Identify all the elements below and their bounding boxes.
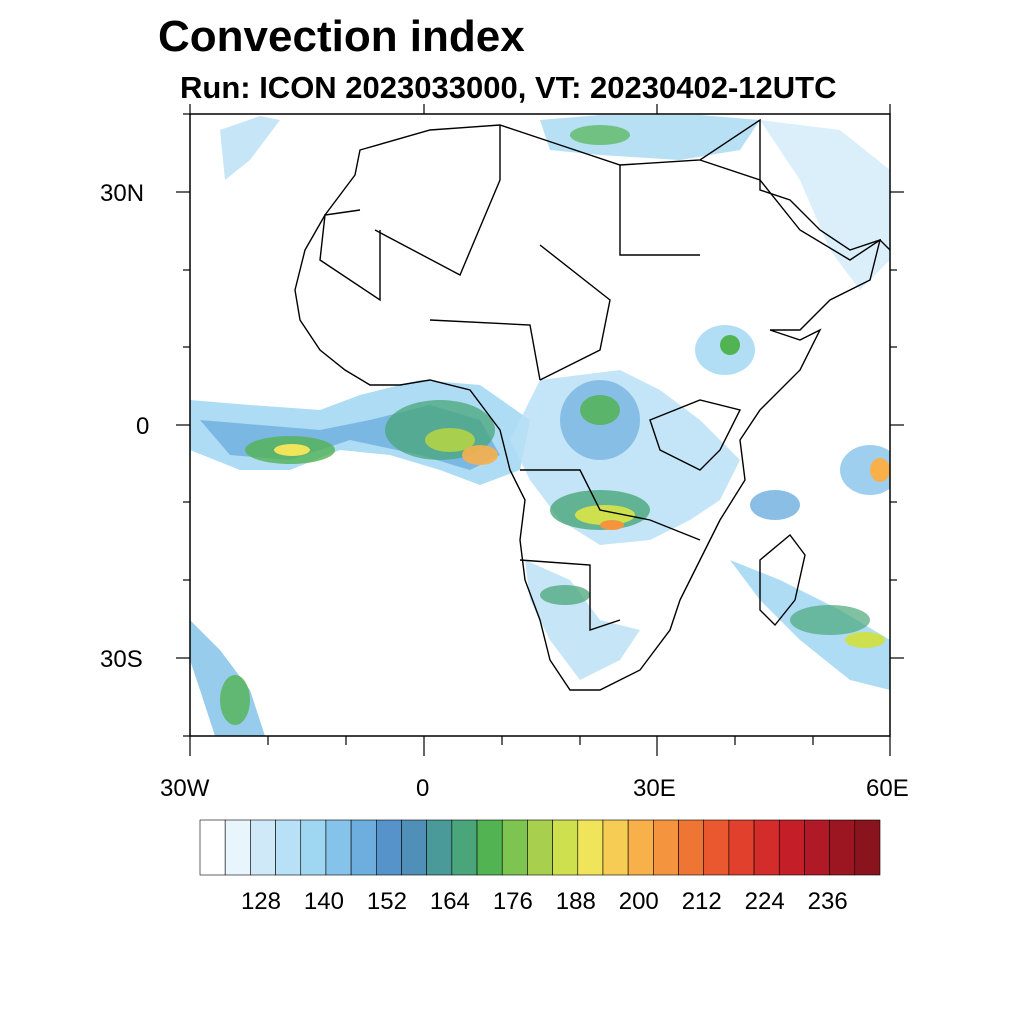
colorbar [199,819,881,876]
colorbar-swatch [224,819,251,876]
colorbar-swatch [250,819,276,876]
lon-label-30w: 30W [160,775,210,802]
colorbar-swatch [527,819,553,876]
colorbar-swatch [829,819,856,876]
colorbar-tick-label: 200 [618,888,659,915]
colorbar-swatch [375,819,402,876]
lon-label-30e: 30E [633,775,676,802]
colorbar-swatch [577,819,604,876]
colorbar-swatch [728,819,755,876]
colorbar-swatch [275,819,302,876]
colorbar-swatch [552,819,579,876]
colorbar-swatch [501,819,528,876]
madagascar-coastline [759,533,806,627]
colorbar-swatch [778,819,805,876]
lat-label-30n: 30N [100,180,145,207]
border [649,399,742,471]
colorbar-tick-label: 152 [366,888,407,915]
border [539,244,611,381]
border [429,319,541,381]
colorbar-swatch [426,819,453,876]
colorbar-tick-label: 128 [240,888,281,915]
colorbar-swatch [401,819,427,876]
colorbar-swatch [476,819,503,876]
colorbar-tick-label: 212 [681,888,722,915]
africa-coastline [294,118,881,691]
border [374,125,501,276]
colorbar-tick-label: 176 [492,888,533,915]
colorbar-swatch [350,819,377,876]
colorbar-tick-label: 140 [303,888,344,915]
colorbar-swatch [627,819,654,876]
coastlines [294,118,890,691]
colorbar-tick-label: 164 [429,888,470,915]
colorbar-swatch [602,819,629,876]
chart-title: Convection index [158,12,525,61]
colorbar-swatch [703,819,730,876]
lon-label-60e: 60E [866,775,909,802]
colorbar-swatch [678,819,705,876]
colorbar-tick-label: 188 [555,888,596,915]
colorbar-swatch [854,819,881,876]
colorbar-swatch [199,819,226,876]
lat-label-0: 0 [136,413,150,440]
axis-ticks [176,104,904,756]
colorbar-swatch [451,819,478,876]
border [319,209,381,302]
convection-field [190,115,890,736]
colorbar-tick-label: 236 [807,888,848,915]
lon-label-0: 0 [416,775,430,802]
colorbar-swatch [325,819,352,876]
chart-subtitle: Run: ICON 2023033000, VT: 20230402-12UTC [180,70,837,105]
colorbar-swatch [653,819,679,876]
colorbar-swatch [300,819,327,876]
colorbar-tick-label: 224 [744,888,785,915]
colorbar-swatch [804,819,830,876]
lat-label-30s: 30S [100,646,143,673]
border [519,559,621,631]
border [520,469,701,541]
colorbar-swatch [753,819,780,876]
arabia-coastline [699,159,890,261]
border [619,165,700,256]
